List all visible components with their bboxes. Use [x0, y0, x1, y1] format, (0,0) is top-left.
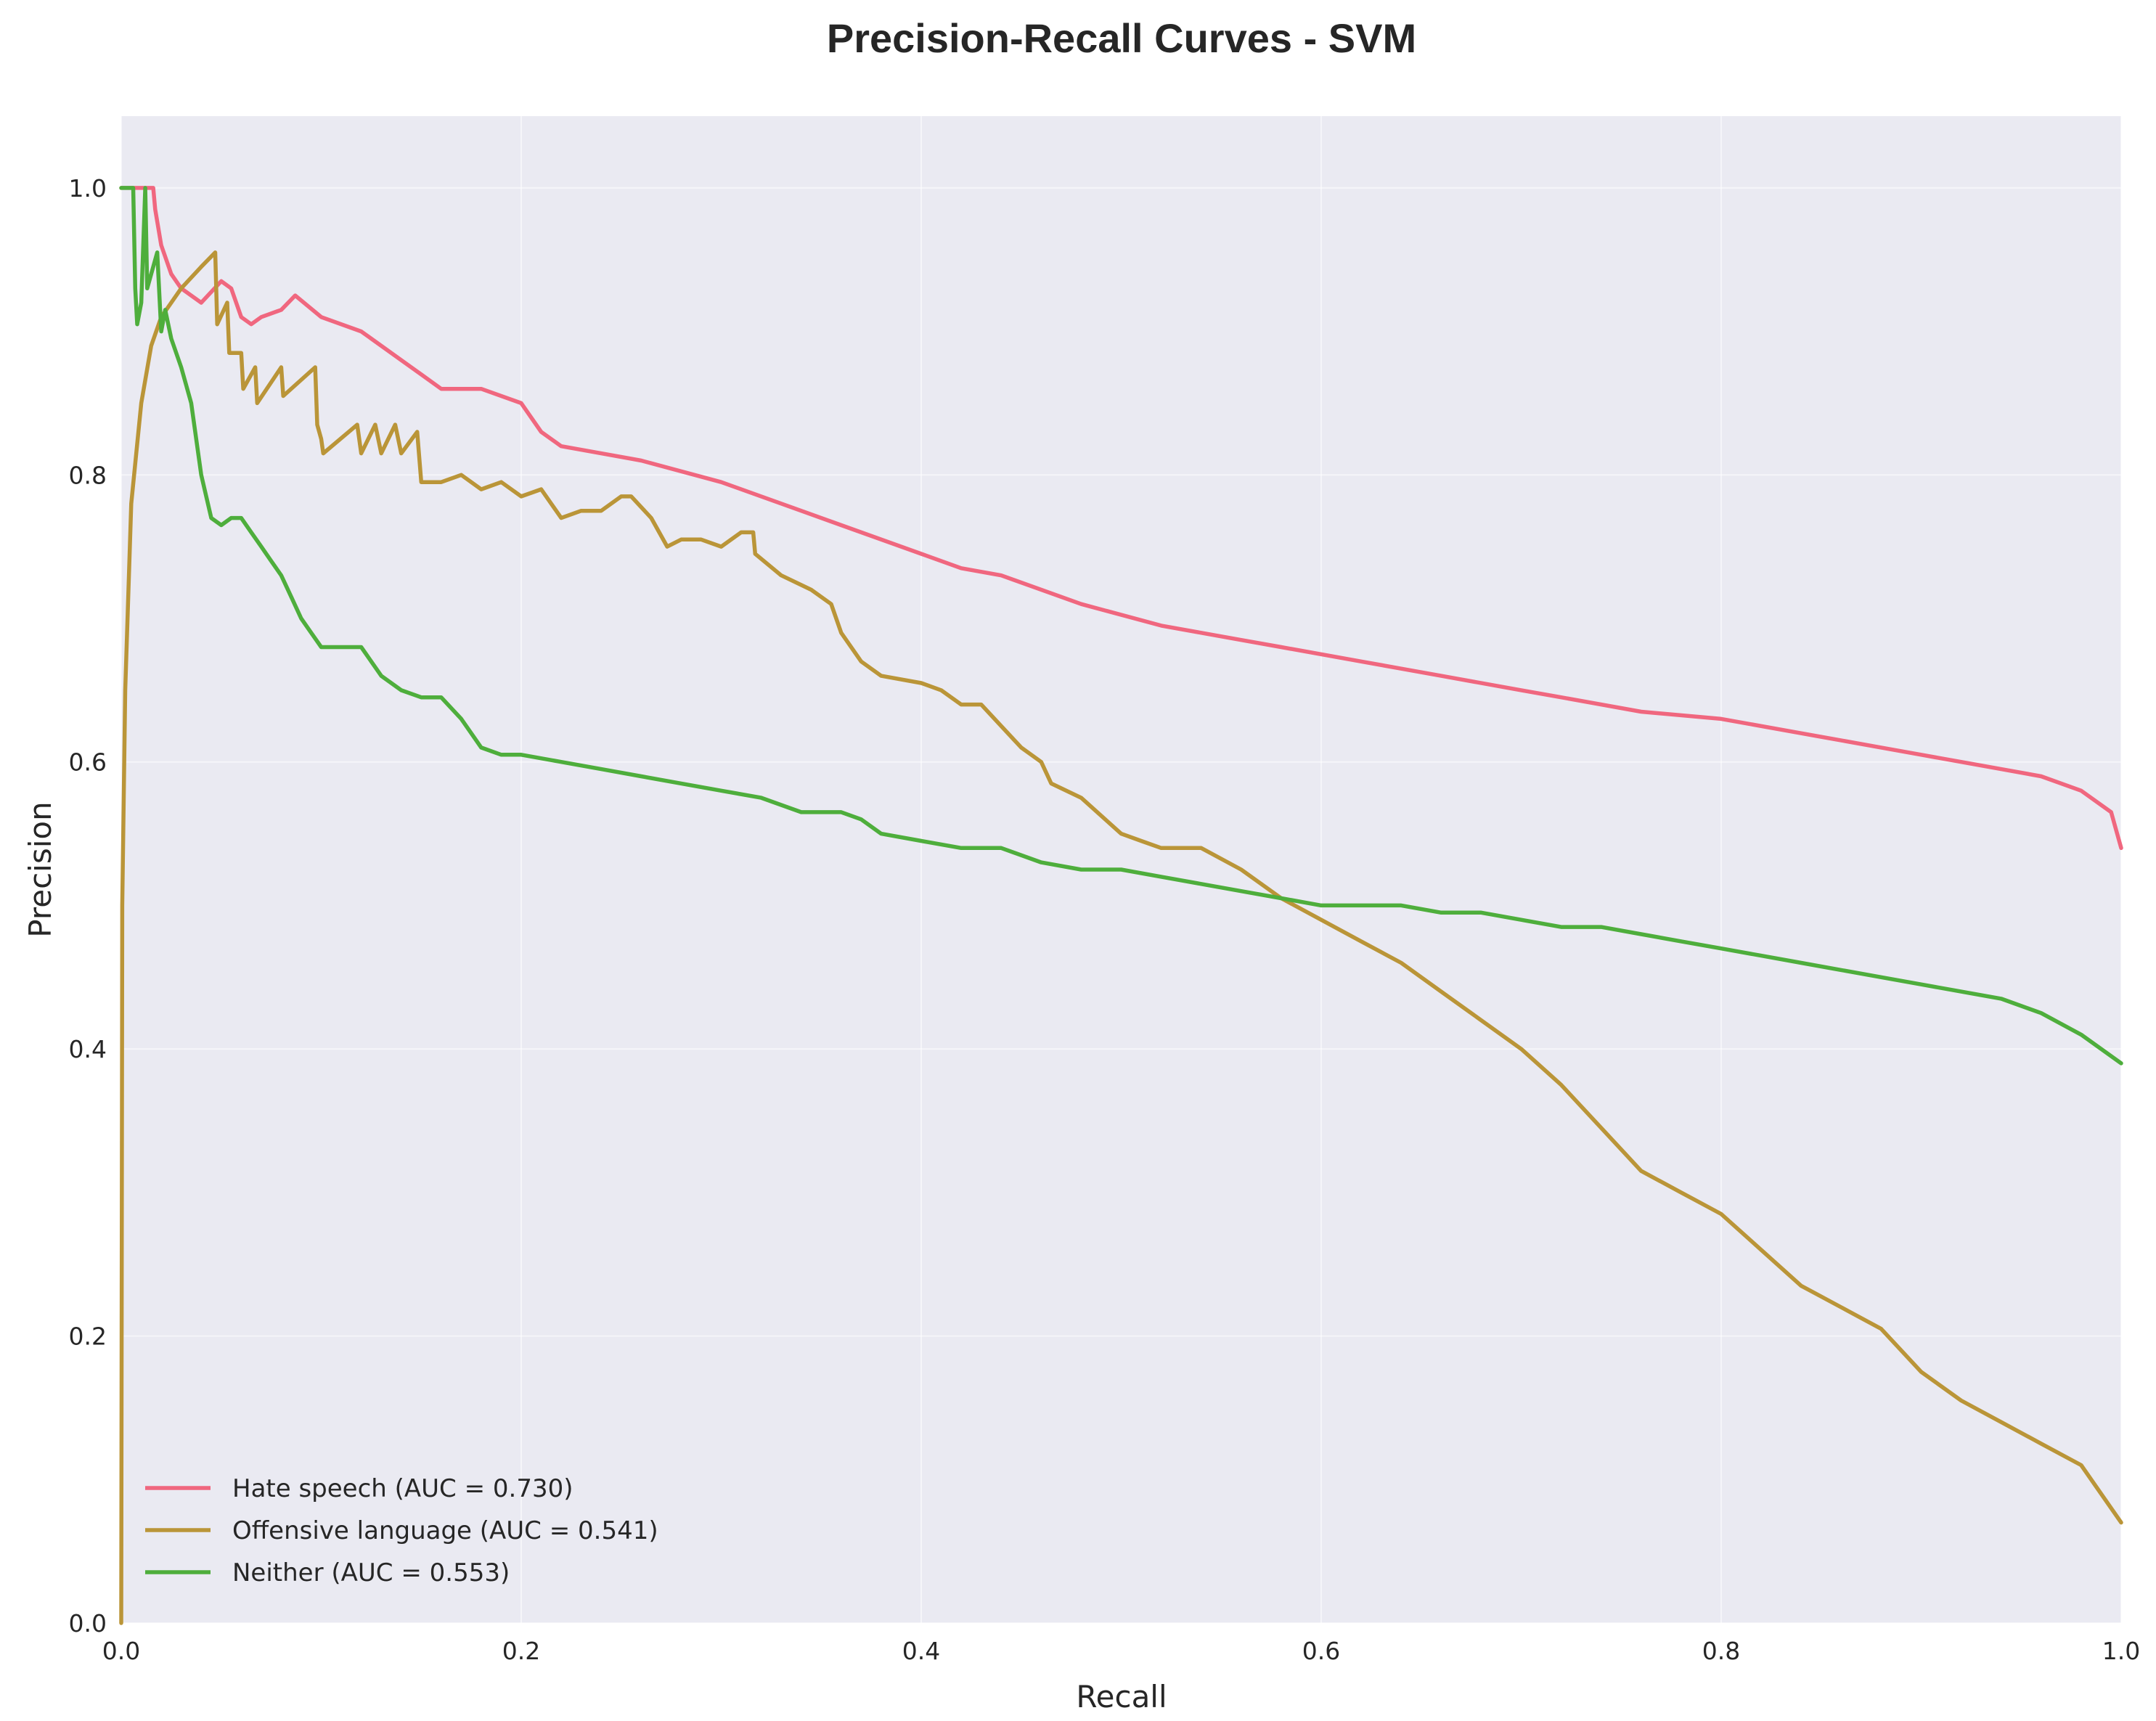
grid-lines	[121, 116, 2122, 1624]
x-tick-label: 0.2	[502, 1637, 540, 1665]
x-tick-label: 0.4	[902, 1637, 940, 1665]
x-tick-label: 0.6	[1302, 1637, 1340, 1665]
y-tick-label: 0.2	[69, 1323, 107, 1351]
legend: Hate speech (AUC = 0.730) Offensive langu…	[145, 1474, 658, 1587]
legend-label-2: Offensive language (AUC = 0.541)	[232, 1516, 658, 1545]
series-line-1	[119, 186, 2123, 851]
y-axis-label: Precision	[23, 801, 58, 937]
legend-label-1: Hate speech (AUC = 0.730)	[232, 1474, 573, 1503]
x-axis-label: Recall	[1076, 1679, 1167, 1714]
y-tick-label: 0.0	[69, 1609, 107, 1638]
legend-label-3: Neither (AUC = 0.553)	[232, 1558, 510, 1587]
tick-labels: 0.0 0.2 0.4 0.6 0.8 1.0 0.0 0.2 0.4 0.6 0.8 1.0	[69, 174, 2141, 1665]
x-tick-label: 1.0	[2102, 1637, 2140, 1665]
x-tick-label: 0.0	[102, 1637, 140, 1665]
y-tick-label: 1.0	[69, 174, 107, 203]
x-tick-label: 0.8	[1702, 1637, 1740, 1665]
y-tick-label: 0.4	[69, 1035, 107, 1063]
series-line-2	[119, 250, 2123, 1625]
y-tick-label: 0.6	[69, 748, 107, 777]
series-layer	[119, 186, 2123, 1625]
series-line-3	[119, 186, 2123, 1066]
y-tick-label: 0.8	[69, 461, 107, 489]
chart-title: Precision-Recall Curves - SVM	[827, 15, 1416, 61]
